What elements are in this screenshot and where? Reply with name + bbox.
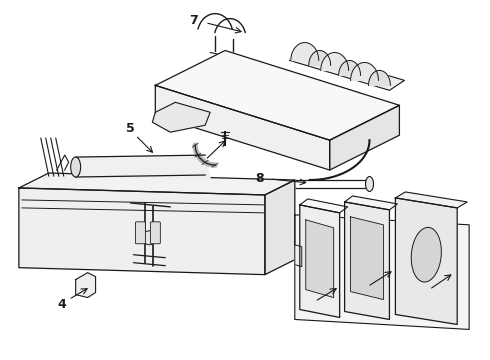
Polygon shape bbox=[152, 102, 210, 132]
Polygon shape bbox=[75, 155, 210, 179]
Text: 2: 2 bbox=[303, 301, 312, 314]
Text: 6: 6 bbox=[196, 161, 204, 174]
Polygon shape bbox=[395, 192, 467, 208]
Polygon shape bbox=[350, 63, 378, 80]
Polygon shape bbox=[339, 60, 361, 75]
Polygon shape bbox=[309, 50, 331, 66]
FancyBboxPatch shape bbox=[150, 222, 160, 244]
Polygon shape bbox=[350, 217, 384, 300]
Polygon shape bbox=[290, 50, 404, 90]
Polygon shape bbox=[300, 205, 340, 318]
Polygon shape bbox=[306, 220, 334, 298]
Ellipse shape bbox=[71, 157, 81, 177]
Text: 7: 7 bbox=[189, 14, 197, 27]
Polygon shape bbox=[330, 105, 399, 170]
Polygon shape bbox=[295, 215, 469, 329]
Text: 1: 1 bbox=[417, 290, 426, 303]
FancyBboxPatch shape bbox=[135, 222, 146, 244]
Polygon shape bbox=[291, 42, 318, 60]
Polygon shape bbox=[265, 180, 295, 275]
Polygon shape bbox=[19, 188, 265, 275]
Polygon shape bbox=[19, 173, 295, 195]
Polygon shape bbox=[344, 196, 397, 210]
Ellipse shape bbox=[411, 228, 441, 282]
Polygon shape bbox=[155, 50, 399, 140]
Polygon shape bbox=[155, 85, 330, 170]
Polygon shape bbox=[368, 71, 391, 85]
Polygon shape bbox=[300, 199, 347, 213]
Polygon shape bbox=[321, 53, 348, 71]
Text: 4: 4 bbox=[57, 298, 66, 311]
Polygon shape bbox=[344, 202, 390, 319]
Polygon shape bbox=[295, 245, 302, 267]
Text: 3: 3 bbox=[355, 287, 364, 300]
Polygon shape bbox=[395, 198, 457, 324]
Polygon shape bbox=[75, 273, 96, 298]
Ellipse shape bbox=[366, 176, 373, 192]
Text: 8: 8 bbox=[256, 171, 264, 185]
Ellipse shape bbox=[143, 231, 156, 245]
Text: 5: 5 bbox=[126, 122, 135, 135]
